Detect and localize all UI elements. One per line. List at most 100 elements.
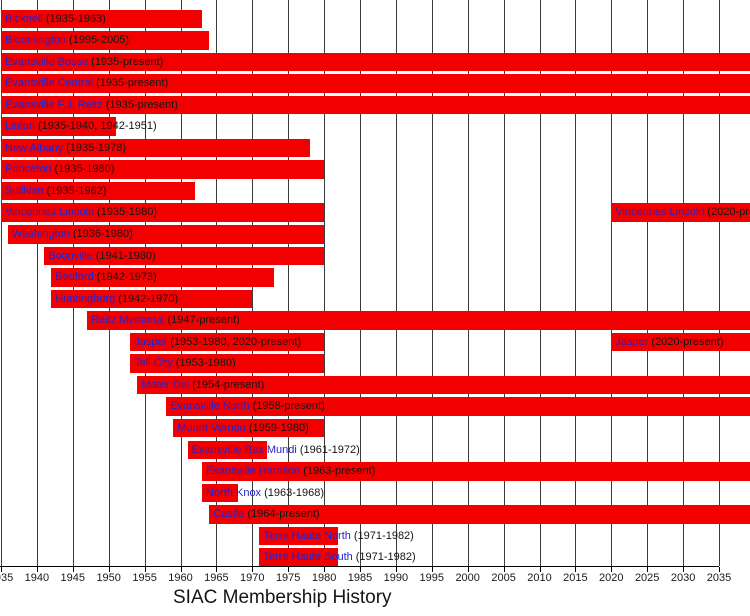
school-link[interactable]: Huntingburg — [55, 292, 116, 305]
school-link[interactable]: Evansville Harrison — [206, 465, 301, 478]
axis-tick-label: 2005 — [491, 572, 516, 584]
row-label: Terre Haute South (1971-1982) — [263, 548, 415, 567]
row-label: Evansville Bosse (1935-present) — [5, 53, 163, 72]
membership-years: (1953-1980) — [175, 357, 236, 370]
axis-tick-label: 1955 — [132, 572, 157, 584]
axis-tick — [180, 567, 182, 572]
row-label: Princeton (1935-1980) — [5, 160, 114, 179]
axis-tick-label: 1995 — [419, 572, 445, 584]
school-link[interactable]: Boonville — [48, 249, 93, 262]
school-link[interactable]: Terre Haute South — [263, 551, 353, 564]
row-label: Bedford (1942-1973) — [55, 268, 156, 287]
membership-years: (1935-1963) — [45, 12, 106, 25]
school-link[interactable]: Reitz Memorial — [91, 314, 165, 327]
axis-tick-label: 1965 — [204, 572, 229, 584]
school-link[interactable]: Bloomington — [5, 34, 67, 47]
axis-tick — [611, 567, 613, 572]
membership-bar — [1, 181, 195, 201]
row-label: Tell City (1953-1980) — [134, 354, 235, 373]
school-link[interactable]: Evansville Central — [5, 77, 94, 90]
membership-years: (1935-1978) — [66, 141, 127, 154]
gridline-2005 — [503, 0, 505, 566]
membership-years: (1971-1982) — [353, 529, 414, 542]
school-link[interactable]: Linton — [5, 120, 35, 133]
school-link[interactable]: Evansville North — [170, 400, 250, 413]
membership-years: (1954-present) — [192, 378, 265, 391]
school-link[interactable]: New Albany — [5, 141, 64, 154]
membership-bar — [87, 311, 750, 330]
axis-tick — [324, 567, 326, 572]
row-label: Evansville Rex Mundi (1961-1972) — [192, 441, 360, 460]
row-label: Boonville (1941-1980) — [48, 247, 156, 266]
membership-years: (1942-1970) — [118, 292, 179, 305]
membership-bar — [1, 52, 750, 72]
gridline-1990 — [395, 0, 397, 566]
axis-tick-label: 2025 — [634, 572, 660, 584]
school-link[interactable]: Washington — [12, 228, 70, 240]
membership-years: (1964-present) — [247, 508, 320, 521]
school-link[interactable]: Jasper — [615, 335, 649, 348]
axis-tick — [288, 567, 290, 572]
membership-bar — [1, 95, 750, 115]
gridline-2015 — [575, 0, 577, 566]
membership-bar — [209, 505, 750, 524]
school-link[interactable]: Mount Vernon — [177, 421, 246, 434]
axis-tick — [360, 567, 361, 572]
school-link[interactable]: Jasper — [134, 335, 168, 348]
gridline-2010 — [539, 0, 541, 566]
membership-bar — [611, 203, 750, 222]
membership-bar — [130, 354, 325, 373]
school-link[interactable]: Princeton — [5, 163, 52, 176]
school-link[interactable]: Sullivan — [5, 184, 44, 197]
membership-bar — [1, 117, 116, 136]
row-label: Vincennes Lincoln(2020-present) — [615, 203, 750, 222]
row-label: Huntingburg (1942-1970) — [55, 290, 178, 309]
membership-years: (1935-1980) — [54, 163, 115, 176]
row-label: Vincennes Lincoln (1935-1980) — [5, 203, 157, 222]
school-link[interactable]: Castle — [213, 508, 245, 521]
membership-years: (1963-present) — [303, 465, 376, 478]
axis-tick-label: 1950 — [96, 572, 121, 584]
row-label: Jasper (1953-1980, 2020-present) — [134, 333, 301, 352]
membership-bar — [259, 526, 339, 546]
membership-years: (1958-present) — [252, 400, 325, 413]
axis-line — [0, 565, 719, 567]
axis-tick — [503, 567, 505, 572]
membership-bar — [8, 225, 325, 244]
chart-title: SIAC Membership History — [173, 587, 392, 608]
school-link[interactable]: Terre Haute North — [263, 529, 351, 542]
axis-tick-label: 1945 — [60, 572, 86, 584]
membership-years: (1942-1973) — [96, 271, 157, 284]
membership-bar — [1, 203, 325, 222]
school-link[interactable]: Bedford — [55, 271, 94, 284]
school-link[interactable]: Bicknell — [5, 12, 43, 25]
axis-tick-label: 1975 — [275, 572, 301, 584]
row-label: Bicknell (1935-1963) — [5, 10, 106, 29]
axis-tick-label: 1940 — [24, 572, 50, 584]
membership-bar — [1, 31, 210, 50]
school-link[interactable]: Evansville Rex Mundi — [191, 443, 297, 456]
membership-years: (1935-1962) — [46, 184, 107, 197]
school-link[interactable]: Evansville F.J. Reitz — [5, 98, 103, 111]
axis-tick — [467, 567, 469, 572]
membership-years: (1995-2005) — [69, 34, 130, 47]
axis-tick — [539, 567, 541, 572]
row-label: Linton (1935-1940, 1942-1951) — [5, 117, 157, 136]
axis-tick — [719, 567, 720, 572]
school-link[interactable]: Evansville Bosse — [5, 55, 89, 68]
school-link[interactable]: Vincennes Lincoln — [5, 206, 95, 219]
school-link[interactable]: Vincennes Lincoln — [615, 206, 705, 219]
school-link[interactable]: Mater Dei — [141, 378, 190, 391]
school-link[interactable]: Tell City — [134, 357, 173, 370]
membership-bar — [187, 440, 267, 459]
row-label: New Albany (1935-1978) — [5, 139, 126, 158]
axis-tick — [36, 567, 38, 572]
row-label: Evansville North (1958-present) — [170, 397, 325, 416]
membership-bar — [44, 246, 325, 266]
membership-years: (1935-present) — [91, 55, 164, 68]
gridline-1985 — [360, 0, 361, 566]
school-link[interactable]: North Knox — [206, 486, 262, 499]
row-label: Washington (1936-1980) — [12, 225, 133, 244]
gridline-2020 — [611, 0, 613, 566]
axis-tick-label: 2015 — [563, 572, 588, 584]
